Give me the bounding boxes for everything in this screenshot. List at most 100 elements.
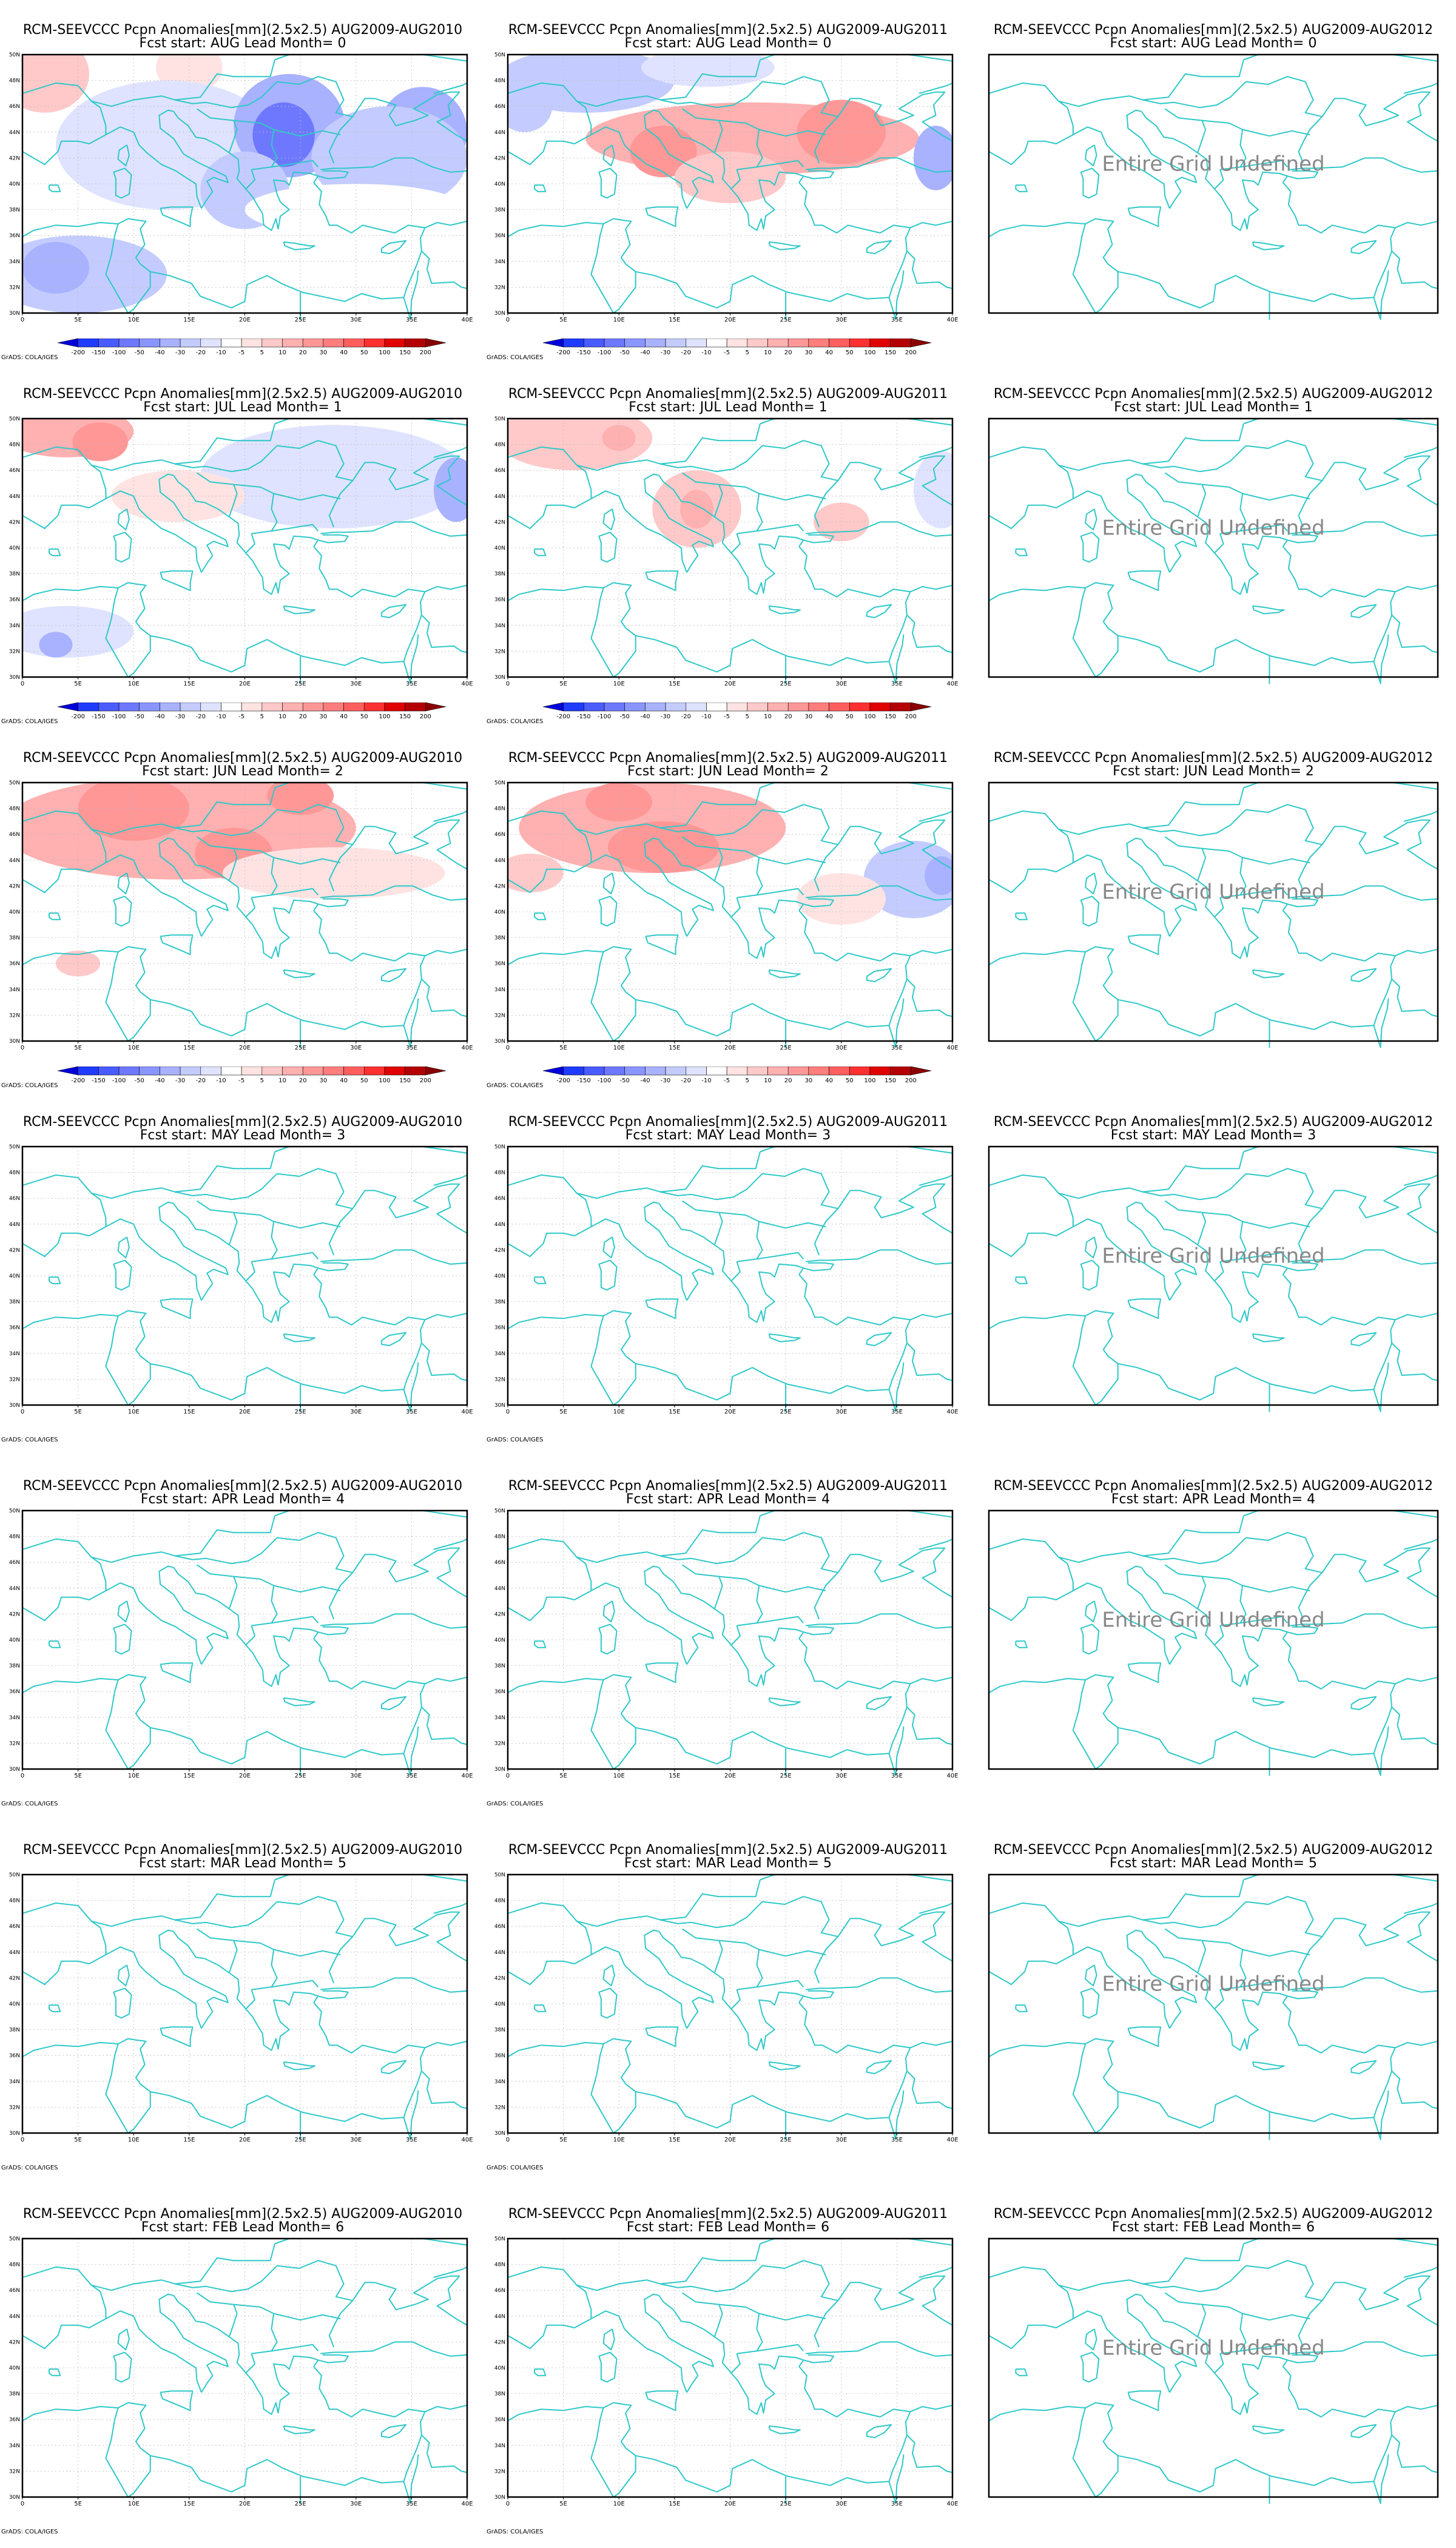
coastline-segment [590, 126, 687, 209]
x-tick-label: 25E [295, 1773, 306, 1779]
coastline-segment [1095, 1363, 1119, 1406]
panel-subtitle: Fcst start: JUN Lead Month= 2 [1113, 764, 1314, 779]
map-plot: 0 5E 10E 15E 20E 25E 30E 35E 40E 30N 32N 34N 36N 38N 4… [9, 2236, 473, 2507]
coastline-segment [140, 2447, 404, 2493]
y-tick-label: 44N [9, 1222, 20, 1228]
coastline-segment [768, 605, 801, 615]
colorbar-swatch [584, 1067, 605, 1076]
colorbar-swatch [584, 339, 605, 348]
colorbar-swatch [706, 339, 727, 348]
coastline-segment [1243, 782, 1438, 790]
colorbar-label: -10 [216, 349, 226, 356]
y-tick-label: 50N [9, 1508, 20, 1514]
panel-subtitle: Fcst start: JUL Lead Month= 1 [1114, 400, 1313, 415]
colorbar-swatch [747, 703, 768, 712]
coastline-segment [1127, 206, 1162, 228]
x-tick-label: 35E [406, 681, 417, 687]
coastline-segment [910, 584, 953, 593]
colorbar-label: -150 [92, 713, 106, 720]
anomaly-contour [22, 241, 89, 294]
colorbar-label: -20 [196, 349, 206, 356]
coastline-segment [283, 2061, 315, 2071]
coastline-segment [105, 1218, 202, 1301]
coastline-segment [507, 1174, 592, 1227]
coastline-segment [173, 1567, 319, 1687]
map-plot: Entire Grid Undefined [988, 2237, 1439, 2504]
colorbar-swatch [363, 703, 385, 712]
forecast-panel: RCM-SEEVCCC Pcpn Anomalies[mm](2.5x2.5) … [0, 364, 485, 728]
y-tick-label: 44N [494, 1586, 505, 1592]
colorbar-swatch [343, 1067, 365, 1076]
coastline-segment [682, 1564, 723, 1609]
coastline-segment [313, 2002, 426, 2118]
coastline-segment [173, 1203, 319, 1323]
coastline-segment [1298, 455, 1438, 528]
grads-credit: GrADS: COLA/IGES [487, 1437, 544, 1443]
colorbar-swatch [706, 703, 727, 712]
y-tick-label: 40N [9, 2365, 20, 2371]
coastline-segment [160, 570, 194, 592]
coastline-segment [22, 582, 147, 629]
coastline-segment [158, 473, 229, 573]
x-tick-label: 20E [724, 681, 736, 687]
coastline-segment [1373, 270, 1389, 320]
x-tick-label: 40E [946, 1773, 958, 1779]
x-tick-label: 25E [295, 681, 306, 687]
coastline-segment [140, 2083, 404, 2129]
x-tick-label: 25E [780, 1409, 792, 1415]
y-tick-label: 30N [494, 2131, 505, 2137]
map-plot: 0 5E 10E 15E 20E 25E 30E 35E 40E 30N 32N 34N 36N 38N 4… [494, 1508, 959, 1779]
colorbar-label: -5 [724, 1077, 730, 1084]
colorbar-label: 50 [846, 1077, 854, 1084]
colorbar-label: 5 [260, 1077, 264, 1084]
panel-title: RCM-SEEVCCC Pcpn Anomalies[mm](2.5x2.5) … [22, 750, 463, 766]
colorbar-swatch [384, 703, 405, 712]
colorbar-swatch [180, 339, 201, 348]
coastline-segment [803, 170, 834, 180]
y-tick-label: 32N [9, 2105, 20, 2111]
colorbar-swatch [624, 1067, 645, 1076]
x-tick-label: 35E [891, 1045, 903, 1051]
panel-subtitle: Fcst start: AUG Lead Month= 0 [624, 36, 832, 51]
coastline-segment [1214, 169, 1224, 190]
colorbar-label: 50 [846, 713, 854, 720]
colorbar-swatch [323, 703, 344, 712]
y-tick-label: 40N [494, 545, 505, 551]
gridlines [22, 1147, 467, 1405]
coastline-segment [613, 635, 636, 678]
colorbar-swatch [160, 1067, 181, 1076]
colorbar-label: -40 [640, 349, 650, 356]
grads-credit: GrADS: COLA/IGES [487, 354, 544, 361]
anomaly-contour [222, 847, 445, 899]
x-tick-label: 0 [21, 1773, 24, 1779]
y-tick-label: 42N [494, 1611, 505, 1617]
x-tick-label: 30E [350, 1045, 362, 1051]
coastline-segment [197, 1200, 238, 1245]
coastline-segment [1072, 223, 1096, 314]
coastline-segment [658, 2295, 804, 2415]
x-tick-label: 20E [724, 2137, 736, 2143]
y-tick-label: 40N [9, 2001, 20, 2007]
grads-credit: GrADS: COLA/IGES [487, 1801, 544, 1807]
coastline-segment [49, 1276, 61, 1284]
gridlines [508, 1511, 952, 1769]
coastline-segment [421, 2071, 468, 2109]
coastline-segment [534, 548, 547, 556]
coastline-segment [988, 446, 1074, 499]
anomaly-contour [267, 783, 334, 815]
colorbar-label: -10 [701, 1077, 711, 1084]
colorbar-swatch [241, 339, 263, 348]
coastline-segment [1058, 2243, 1244, 2291]
coastline-segment [988, 862, 1074, 894]
x-tick-label: 30E [835, 2137, 847, 2143]
coastline-segment [127, 2455, 151, 2498]
coastline-segment [174, 445, 278, 473]
coastline-segment [1373, 1726, 1389, 1776]
colorbar-swatch [78, 339, 99, 348]
coastline-segment [271, 2344, 319, 2352]
coastline-segment [798, 1274, 911, 1390]
y-tick-label: 48N [9, 78, 20, 84]
coastline-segment [1015, 912, 1028, 920]
coastlines [507, 1146, 953, 1412]
forecast-panel: RCM-SEEVCCC Pcpn Anomalies[mm](2.5x2.5) … [0, 2184, 485, 2548]
